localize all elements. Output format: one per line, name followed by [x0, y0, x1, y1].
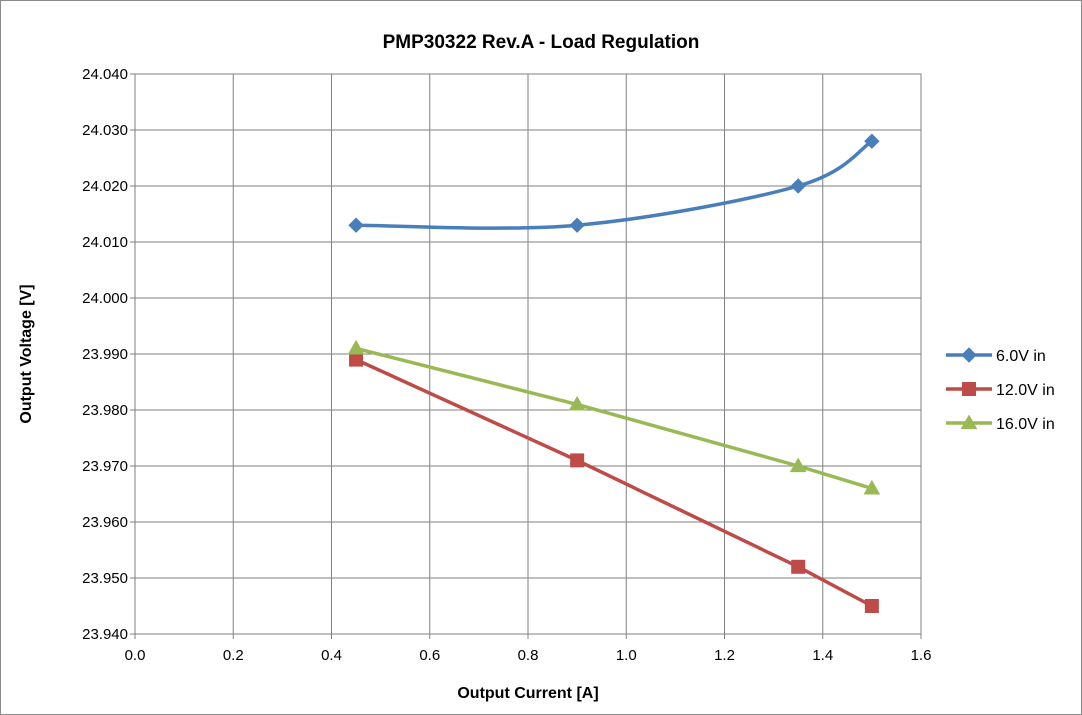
legend-marker	[961, 347, 977, 363]
x-tick-label: 0.2	[223, 647, 244, 664]
series-layer	[347, 133, 881, 613]
y-tick-label: 23.970	[82, 458, 128, 475]
grid-lines	[134, 73, 922, 635]
legend: 6.0V in 12.0V in 16.0V in	[946, 347, 1055, 433]
data-point	[347, 339, 365, 355]
y-tick-label: 23.940	[82, 626, 128, 643]
data-point	[863, 479, 881, 495]
y-axis-title: Output Voltage [V]	[18, 284, 35, 423]
chart-title: PMP30322 Rev.A - Load Regulation	[383, 32, 700, 53]
data-point	[569, 217, 585, 233]
y-tick-label: 24.030	[82, 122, 128, 139]
series-line	[355, 346, 873, 491]
data-point	[570, 453, 585, 468]
data-point	[864, 599, 879, 613]
legend-entry: 12.0V in	[946, 382, 1055, 399]
series-line	[355, 358, 873, 608]
y-tick-label: 24.010	[82, 234, 128, 251]
data-point	[789, 457, 807, 473]
legend-label: 12.0V in	[996, 382, 1055, 399]
x-tick-label: 0.6	[419, 647, 440, 664]
x-tick-label: 1.0	[616, 647, 637, 664]
x-tick-label: 0.0	[125, 647, 146, 664]
y-tick-label: 23.950	[82, 570, 128, 587]
y-tick-label: 23.990	[82, 346, 128, 363]
legend-entry: 16.0V in	[946, 414, 1055, 433]
data-point	[790, 178, 806, 194]
x-tick-label: 1.4	[812, 647, 833, 664]
legend-label: 6.0V in	[996, 348, 1046, 365]
y-tick-label: 24.020	[82, 178, 128, 195]
data-point	[348, 217, 364, 233]
y-tick-label: 24.040	[82, 66, 128, 83]
x-tick-label: 0.8	[518, 647, 539, 664]
series-2	[347, 339, 881, 495]
x-axis-title: Output Current [A]	[457, 685, 598, 702]
series-line	[356, 139, 873, 230]
x-tick-label: 1.6	[911, 647, 932, 664]
data-point	[791, 559, 806, 574]
y-tick-label: 24.000	[82, 290, 128, 307]
x-tick-label: 0.4	[321, 647, 342, 664]
y-tick-label: 23.960	[82, 514, 128, 531]
legend-marker	[960, 414, 978, 430]
series-1	[349, 352, 879, 613]
data-point	[864, 133, 880, 149]
legend-entry: 6.0V in	[946, 347, 1046, 365]
series-0	[348, 133, 880, 233]
legend-label: 16.0V in	[996, 416, 1055, 433]
legend-marker	[962, 382, 976, 396]
tick-labels: 0.0 0.2 0.4 0.6 0.8 1.0 1.2 1.4 1.6 23.940 23.950 2…	[82, 66, 931, 664]
data-point	[568, 395, 586, 411]
y-tick-label: 23.980	[82, 402, 128, 419]
x-tick-label: 1.2	[714, 647, 735, 664]
data-point	[349, 352, 364, 367]
